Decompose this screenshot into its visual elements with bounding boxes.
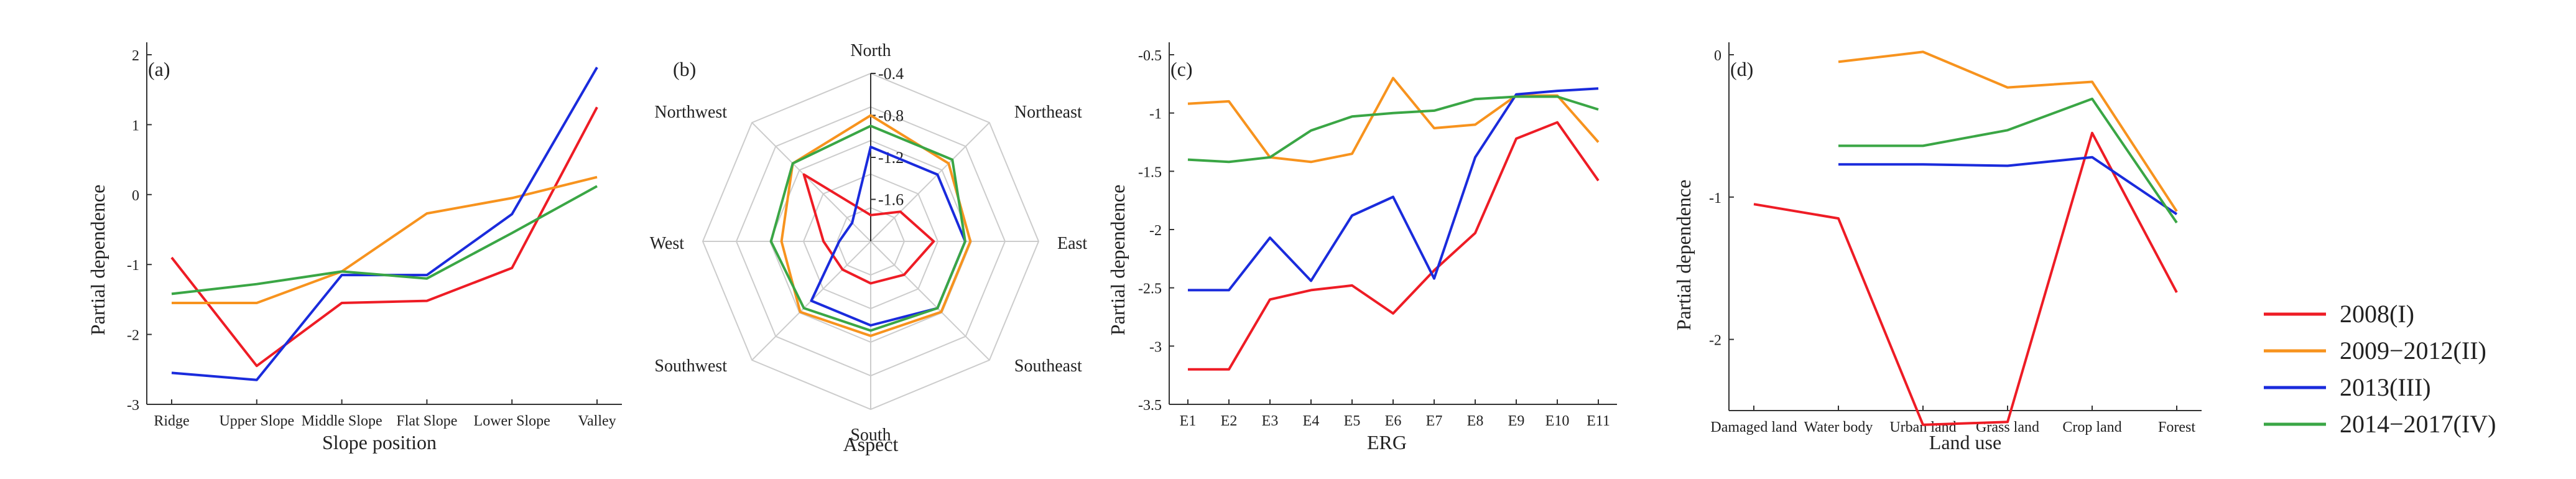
radar-series-I (802, 173, 935, 285)
x-tick-label: Flat Slope (396, 413, 457, 429)
x-tick-label: Water body (1804, 419, 1873, 435)
series-line-II (172, 175, 598, 304)
series-line-III (171, 67, 598, 381)
radar-axis-label: Northwest (654, 103, 727, 122)
x-tick-label: E11 (1587, 413, 1610, 429)
y-tick-label: -1.5 (1138, 164, 1162, 180)
y-tick-label: -3.5 (1138, 398, 1162, 414)
series-line-II (1187, 77, 1600, 164)
x-tick-label: E3 (1262, 413, 1279, 429)
x-axis-title-d: Land use (1929, 431, 2001, 453)
radar-axis-label: West (650, 234, 685, 253)
radar-axis-label: South (850, 426, 891, 445)
y-tick-label: -1 (1149, 106, 1162, 123)
panel-label-d: (d) (1730, 58, 1753, 80)
y-tick-label: -2 (1709, 333, 1721, 349)
legend-label-II: 2009−2012(II) (2340, 337, 2486, 365)
panel-c-line-chart: (c) Partial dependence ERG -3.5 -3 -2.5 -2 -… (1106, 42, 1617, 453)
panel-label-a: (a) (148, 58, 170, 80)
y-axis-title-c: Partial dependence (1106, 185, 1129, 336)
x-tick-label: Crop land (2062, 419, 2121, 435)
x-tick-label: Valley (578, 413, 616, 429)
series-line-I (1753, 131, 2178, 426)
x-tick-label: Middle Slope (302, 413, 382, 429)
y-tick-label: -3 (127, 398, 139, 414)
y-tick-label: -0.5 (1138, 48, 1162, 64)
x-tick-label: E4 (1303, 413, 1320, 429)
panel-a-line-chart: (a) Partial dependence Slope position -3… (86, 42, 622, 453)
radar-series-IV (769, 124, 966, 332)
y-tick-label: 2 (132, 48, 139, 64)
legend-label-III: 2013(III) (2340, 373, 2431, 401)
radar-tick-label: -0.4 (878, 65, 904, 83)
y-tick-label: 1 (132, 118, 139, 134)
legend-label-IV: 2014−2017(IV) (2340, 410, 2496, 438)
y-tick-label: 0 (1714, 48, 1721, 64)
x-tick-label: E7 (1426, 413, 1443, 429)
y-tick-label: -2 (127, 328, 139, 344)
panel-label-c: (c) (1170, 58, 1193, 80)
radar-axis-label: Southeast (1014, 356, 1082, 376)
x-axis-title-a: Slope position (322, 431, 437, 453)
x-tick-label: Lower Slope (474, 413, 550, 429)
radar-spoke (870, 122, 990, 242)
y-axis-title-d: Partial dependence (1672, 180, 1695, 331)
series-line-IV (1838, 97, 2178, 224)
x-tick-label: E10 (1545, 413, 1570, 429)
x-tick-label: Ridge (154, 413, 189, 429)
x-tick-label: E6 (1385, 413, 1402, 429)
x-tick-label: E5 (1344, 413, 1361, 429)
y-tick-label: 0 (132, 188, 139, 204)
series-line-II (1838, 50, 2178, 212)
radar-axis-label: East (1057, 234, 1087, 253)
series-line-I (170, 106, 598, 368)
y-tick-label: -3 (1149, 339, 1162, 355)
legend-label-I: 2008(I) (2340, 300, 2414, 328)
radar-axis-title-b: Aspect (843, 433, 899, 455)
radar-axis-label: Northeast (1014, 103, 1082, 122)
panel-d-line-chart: (d) Partial dependence Land use -2 -1 0 Dam… (1672, 42, 2202, 453)
y-axis-title-a: Partial dependence (86, 185, 109, 336)
x-tick-label: Upper Slope (219, 413, 294, 429)
y-tick-label: -1 (127, 258, 139, 274)
radar-axis-label: North (850, 41, 891, 60)
x-tick-label: E2 (1221, 413, 1238, 429)
radar-spoke (870, 241, 990, 361)
radar-tick-label: -1.6 (878, 191, 904, 209)
y-tick-label: -2.5 (1138, 281, 1162, 297)
radar-axis-label: Southwest (654, 356, 727, 376)
series-line-III (1838, 156, 2178, 215)
panel-b-radar-chart: (b) Aspect -0.4-0.8-1.2-1.6NorthNortheas… (650, 41, 1088, 455)
x-tick-label: E9 (1508, 413, 1525, 429)
x-axis-title-c: ERG (1367, 431, 1407, 453)
x-tick-label: E8 (1467, 413, 1484, 429)
y-tick-label: -2 (1149, 223, 1162, 239)
panel-label-b: (b) (673, 58, 696, 80)
x-tick-label: Damaged land (1710, 419, 1797, 435)
y-tick-label: -1 (1709, 190, 1721, 207)
x-tick-label: Forest (2158, 419, 2195, 435)
legend: 2008(I) 2009−2012(II) 2013(III) 2014−2017(I… (2264, 300, 2496, 438)
radar-series-III (810, 146, 966, 327)
x-tick-label: E1 (1180, 413, 1197, 429)
radar-spoke (751, 122, 871, 242)
series-line-I (1188, 121, 1600, 371)
series-line-III (1188, 87, 1599, 292)
series-line-IV (171, 185, 598, 295)
series-line-IV (1187, 95, 1599, 164)
